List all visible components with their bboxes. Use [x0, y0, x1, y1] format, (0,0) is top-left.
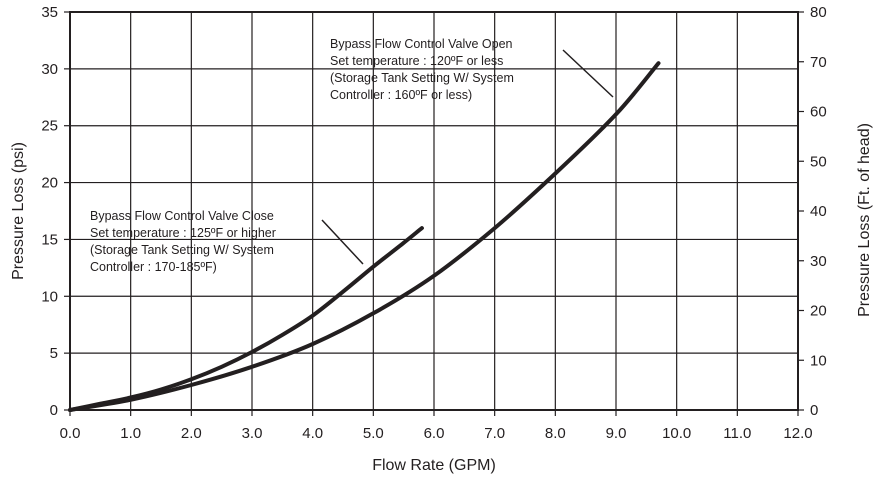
annotation-open-line-1: Bypass Flow Control Valve Open [330, 37, 513, 51]
y2-tick-label: 30 [810, 253, 827, 270]
x-tick-label: 4.0 [302, 425, 323, 442]
annotation-close-line-4: Controller : 170-185ºF) [90, 260, 217, 274]
x-axis-title: Flow Rate (GPM) [372, 457, 496, 474]
y2-tick-labels: 0 10 20 30 40 50 60 70 80 [798, 4, 827, 419]
annotation-close-line-3: (Storage Tank Setting W/ System [90, 243, 274, 257]
y2-tick-label: 70 [810, 54, 827, 71]
x-tick-label: 5.0 [363, 425, 384, 442]
y-tick-label: 5 [50, 345, 58, 362]
y2-tick-label: 50 [810, 153, 827, 170]
y-tick-label: 25 [41, 118, 58, 135]
annotation-open: Bypass Flow Control Valve Open Set tempe… [330, 37, 514, 102]
y2-tick-label: 80 [810, 4, 827, 21]
x-tick-label: 8.0 [545, 425, 566, 442]
x-tick-label: 6.0 [424, 425, 445, 442]
annotation-close-line-2: Set temperature : 125ºF or higher [90, 226, 276, 240]
y2-tick-label: 60 [810, 104, 827, 121]
annotation-close: Bypass Flow Control Valve Close Set temp… [90, 209, 276, 274]
y-tick-label: 0 [50, 402, 58, 419]
x-tick-label: 1.0 [120, 425, 141, 442]
y2-tick-label: 40 [810, 203, 827, 220]
leader-line-close [321, 219, 364, 265]
x-tick-label: 7.0 [484, 425, 505, 442]
y2-tick-label: 10 [810, 352, 827, 369]
x-tick-label: 11.0 [723, 425, 751, 442]
x-tick-label: 0.0 [60, 425, 81, 442]
leader-line-open [562, 49, 614, 98]
y-axis-title: Pressure Loss (psi) [10, 142, 27, 280]
y2-tick-label: 0 [810, 402, 818, 419]
annotation-open-line-4: Controller : 160ºF or less) [330, 88, 472, 102]
x-tick-label: 12.0 [783, 425, 812, 442]
x-tick-labels: 0.0 1.0 2.0 3.0 4.0 5.0 6.0 7.0 8.0 9.0 10.0 11.0 12… [60, 410, 813, 442]
annotation-open-line-2: Set temperature : 120ºF or less [330, 54, 503, 68]
y-tick-label: 30 [41, 61, 58, 78]
y-tick-label: 10 [41, 288, 58, 305]
annotation-close-line-1: Bypass Flow Control Valve Close [90, 209, 274, 223]
x-tick-label: 3.0 [242, 425, 263, 442]
curve-series-1 [68, 226, 424, 412]
y-tick-label: 35 [41, 4, 58, 21]
x-tick-label: 10.0 [662, 425, 691, 442]
x-tick-label: 2.0 [181, 425, 202, 442]
y2-tick-label: 20 [810, 303, 827, 320]
curves [68, 61, 661, 412]
y2-axis-title: Pressure Loss (Ft. of head) [856, 123, 873, 317]
y-tick-label: 20 [41, 175, 58, 192]
y-tick-label: 15 [41, 231, 58, 248]
curve-series-2 [68, 61, 661, 412]
y-tick-labels: 0 5 10 15 20 25 30 35 [41, 4, 70, 419]
grid-lines [70, 12, 798, 410]
x-tick-label: 9.0 [606, 425, 627, 442]
annotation-open-line-3: (Storage Tank Setting W/ System [330, 71, 514, 85]
